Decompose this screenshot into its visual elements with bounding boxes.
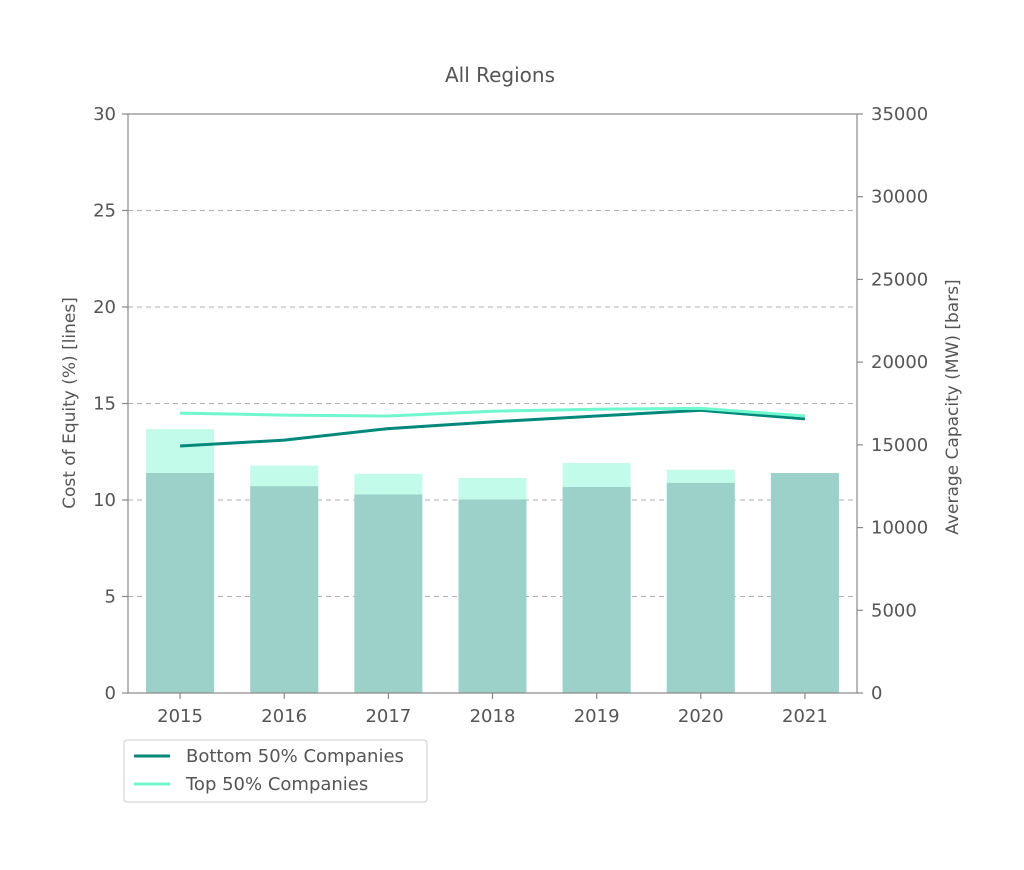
bar-bottom-50-2016: [250, 486, 319, 693]
x-tick-label-2021: 2021: [782, 706, 828, 727]
left-tick-label-25: 25: [93, 201, 116, 222]
line-top-50: [180, 406, 806, 418]
x-tick-label-2019: 2019: [574, 706, 620, 727]
x-tick-label-2015: 2015: [157, 706, 203, 727]
x-tick-label-2016: 2016: [261, 706, 307, 727]
legend-label-bottom-50: Bottom 50% Companies: [186, 746, 404, 767]
right-tick-label-10000: 10000: [871, 518, 928, 539]
left-tick-label-30: 30: [93, 104, 116, 125]
right-axis-title: Average Capacity (MW) [bars]: [943, 279, 963, 534]
x-tick-label-2018: 2018: [470, 706, 516, 727]
bar-bottom-50-2015: [146, 472, 215, 693]
bars: [146, 429, 839, 693]
bar-bottom-50-2018: [458, 499, 527, 693]
left-tick-label-5: 5: [105, 587, 116, 608]
bar-bottom-50-2017: [354, 494, 423, 693]
left-axis-title: Cost of Equity (%) [lines]: [60, 297, 80, 509]
left-axis: 0 5 10 15 20 25 30: [93, 104, 128, 704]
legend-label-top-50: Top 50% Companies: [185, 774, 368, 795]
bar-bottom-50-2021: [770, 472, 839, 693]
left-tick-label-10: 10: [93, 490, 116, 511]
lines: [179, 406, 806, 448]
bar-bottom-50-2019: [562, 487, 631, 693]
legend: Bottom 50% Companies Top 50% Companies: [123, 739, 428, 803]
right-tick-label-30000: 30000: [871, 187, 928, 208]
bar-bottom-50-2020: [666, 482, 735, 693]
left-tick-label-20: 20: [93, 297, 116, 318]
right-tick-label-20000: 20000: [871, 352, 928, 373]
right-tick-label-15000: 15000: [871, 435, 928, 456]
x-axis: 2015 2016 2017 2018 2019 2020 2021: [157, 693, 828, 727]
legend-box: [123, 739, 428, 803]
left-tick-label-0: 0: [105, 683, 116, 704]
x-tick-label-2020: 2020: [678, 706, 724, 727]
grid-lines: [128, 210, 857, 597]
right-tick-label-0: 0: [871, 683, 882, 704]
x-tick-label-2017: 2017: [365, 706, 411, 727]
right-tick-label-35000: 35000: [871, 104, 928, 125]
chart-title: All Regions: [445, 63, 555, 87]
line-bottom-50: [179, 408, 806, 448]
left-tick-label-15: 15: [93, 394, 116, 415]
right-axis: 0 5000 10000 15000 20000 25000 30000 35000: [857, 104, 928, 704]
right-tick-label-5000: 5000: [871, 600, 917, 621]
right-tick-label-25000: 25000: [871, 269, 928, 290]
